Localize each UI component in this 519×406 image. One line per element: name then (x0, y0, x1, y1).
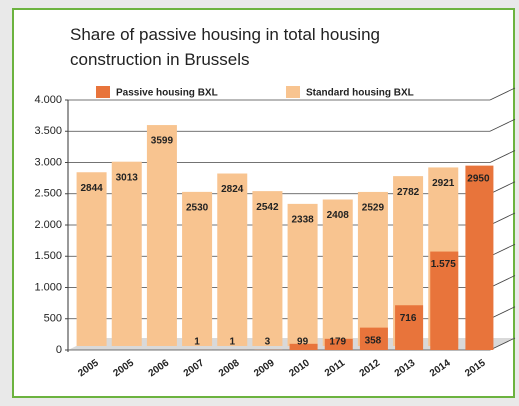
legend-label: Standard housing BXL (306, 88, 414, 99)
value-label: 2824 (221, 184, 244, 195)
bar-standard (146, 125, 177, 346)
y-tick-label: 3.500 (34, 125, 62, 137)
x-tick-label: 2007 (182, 357, 207, 379)
grid-line (489, 150, 516, 163)
grid-line (489, 212, 516, 226)
legend-swatch (96, 86, 110, 98)
bar-standard (322, 199, 353, 346)
value-label: 2338 (291, 215, 314, 226)
x-tick-label: 2008 (217, 357, 242, 379)
x-tick-label: 2009 (252, 357, 277, 379)
value-label: 2921 (432, 178, 455, 189)
bar-passive (465, 165, 494, 350)
grid-line (489, 87, 516, 101)
grid-line (489, 243, 516, 257)
value-label: 1.575 (431, 259, 456, 270)
grid-line (489, 181, 516, 195)
grid-line (489, 275, 516, 288)
x-tick-label: 2012 (358, 357, 383, 379)
y-tick-label: 1.000 (34, 281, 62, 293)
value-label: 2542 (256, 202, 279, 213)
x-tick-label: 2014 (428, 357, 453, 379)
value-label: 2844 (80, 183, 103, 194)
value-label: 179 (329, 337, 346, 348)
x-tick-label: 2015 (463, 357, 488, 379)
y-tick-label: 1.500 (34, 250, 62, 262)
value-label: 99 (297, 337, 309, 348)
bar-standard (357, 191, 388, 346)
chart-title: Share of passive housing in total housin… (70, 25, 380, 69)
y-tick-label: 500 (44, 313, 62, 325)
value-label: 1 (194, 337, 200, 348)
y-tick-label: 2.500 (34, 188, 62, 200)
x-tick-label: 2005 (76, 357, 101, 379)
value-label: 1 (229, 337, 235, 348)
y-tick-label: 4.000 (34, 94, 62, 106)
value-label: 716 (400, 313, 417, 324)
value-label: 2529 (362, 203, 385, 214)
bar-standard (217, 173, 248, 346)
bar-passive (430, 251, 459, 350)
y-tick-label: 3.000 (34, 156, 62, 168)
x-tick-label: 2006 (147, 357, 172, 379)
value-label: 2408 (327, 210, 350, 221)
bar-standard (111, 161, 142, 346)
grid-line (489, 118, 516, 132)
value-label: 358 (365, 335, 382, 346)
bar-standard (287, 203, 318, 346)
value-label: 2530 (186, 203, 209, 214)
bar-standard (252, 191, 283, 346)
bar-passive (395, 305, 424, 350)
grid-line (489, 306, 516, 320)
bar-standard (182, 191, 213, 346)
y-tick-label: 0 (56, 344, 62, 356)
bar-passive (359, 327, 388, 350)
y-tick-label: 2.000 (34, 219, 62, 231)
grid-line (489, 337, 516, 351)
value-label: 2950 (467, 173, 490, 184)
value-label: 3 (265, 337, 271, 348)
x-tick-label: 2013 (393, 357, 418, 379)
legend-swatch (286, 86, 300, 98)
value-label: 3013 (116, 172, 139, 183)
x-tick-label: 2010 (287, 357, 312, 379)
bar-passive (289, 343, 318, 350)
value-label: 2782 (397, 187, 420, 198)
x-tick-label: 2011 (323, 357, 347, 379)
value-label: 3599 (151, 136, 174, 147)
bar-passive (324, 338, 353, 350)
x-tick-label: 2005 (111, 357, 136, 379)
bar-standard (76, 172, 107, 346)
legend-label: Passive housing BXL (116, 88, 218, 99)
